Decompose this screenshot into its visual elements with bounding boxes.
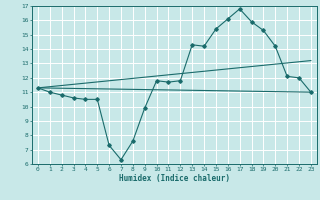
X-axis label: Humidex (Indice chaleur): Humidex (Indice chaleur) xyxy=(119,174,230,183)
